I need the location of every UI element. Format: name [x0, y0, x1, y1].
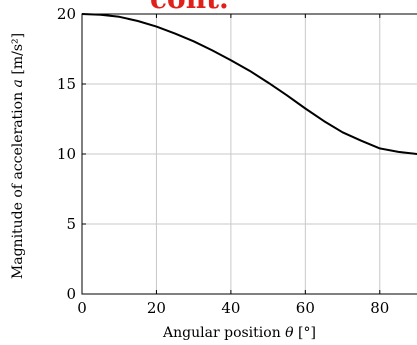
banner-title: cont. — [150, 0, 229, 15]
x-ticks: 0 20 40 60 80 — [77, 14, 389, 317]
x-axis-label-text: Angular position — [162, 325, 285, 341]
series-line-group — [81, 13, 417, 155]
x-tick-label: 0 — [77, 299, 87, 317]
y-tick-label: 5 — [66, 215, 76, 233]
x-tick-label: 80 — [370, 299, 389, 317]
grid — [82, 14, 417, 294]
y-axis-label: Magnitude of acceleration a [m/s²] — [10, 33, 26, 279]
y-axis-label-text: Magnitude of acceleration — [10, 87, 26, 279]
x-axis-label-unit: [°] — [294, 325, 316, 341]
y-tick-label: 10 — [57, 145, 76, 163]
x-tick-label: 20 — [147, 299, 166, 317]
x-axis-label: Angular position θ [°] — [162, 325, 316, 341]
x-tick-label: 40 — [221, 299, 240, 317]
y-axis-label-symbol: a — [10, 79, 26, 87]
y-ticks: 0 5 10 15 20 — [57, 5, 86, 303]
y-tick-label: 15 — [57, 75, 76, 93]
series-line-0 — [81, 13, 417, 155]
x-axis-label-symbol: θ — [285, 325, 294, 341]
y-tick-label: 20 — [57, 5, 76, 23]
y-tick-label: 0 — [66, 285, 76, 303]
y-axis-label-unit: [m/s²] — [10, 33, 26, 79]
x-tick-label: 60 — [296, 299, 315, 317]
